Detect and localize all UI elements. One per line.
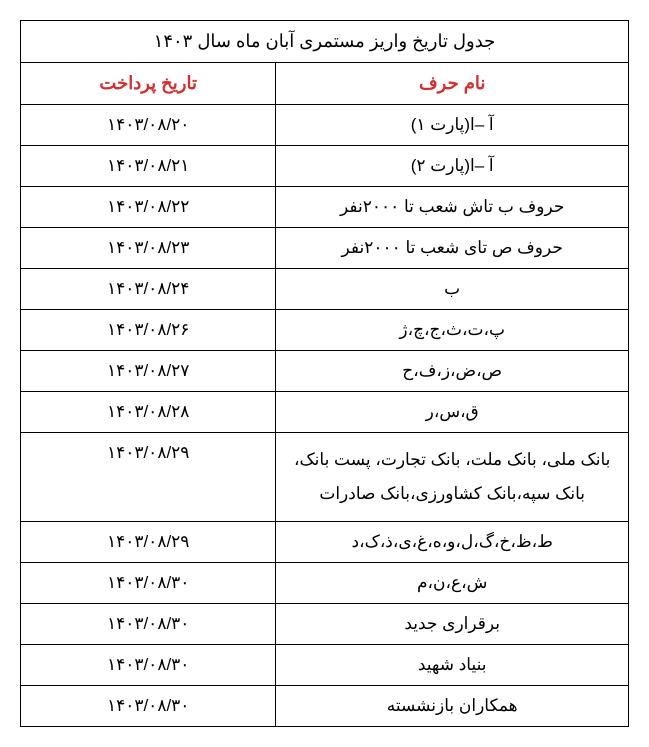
cell-date: ۱۴۰۳/۰۸/۲۱ xyxy=(21,146,276,187)
cell-date: ۱۴۰۳/۰۸/۲۹ xyxy=(21,433,276,522)
table-row: ط،ظ،خ،گ،ل،و،ه،غ،ی،ذ،ک،د۱۴۰۳/۰۸/۲۹ xyxy=(21,522,629,563)
cell-name: ق،س،ر xyxy=(276,392,629,433)
cell-date: ۱۴۰۳/۰۸/۲۰ xyxy=(21,105,276,146)
cell-name: بانک ملی، بانک ملت، بانک تجارت، پست بانک… xyxy=(276,433,629,522)
cell-name: آ –ا(پارت ۲) xyxy=(276,146,629,187)
header-name: نام حرف xyxy=(276,63,629,105)
table-row: آ –ا(پارت ۱)۱۴۰۳/۰۸/۲۰ xyxy=(21,105,629,146)
table-title: جدول تاریخ واریز مستمری آبان ماه سال ۱۴۰… xyxy=(21,21,629,63)
cell-name: حروف ب تاش شعب تا ۲۰۰۰نفر xyxy=(276,187,629,228)
table-row: بنیاد شهید۱۴۰۳/۰۸/۳۰ xyxy=(21,645,629,686)
cell-date: ۱۴۰۳/۰۸/۲۴ xyxy=(21,269,276,310)
cell-name: ش،ع،ن،م xyxy=(276,563,629,604)
cell-date: ۱۴۰۳/۰۸/۳۰ xyxy=(21,563,276,604)
cell-date: ۱۴۰۳/۰۸/۲۶ xyxy=(21,310,276,351)
cell-name: ب xyxy=(276,269,629,310)
table-row: ق،س،ر۱۴۰۳/۰۸/۲۸ xyxy=(21,392,629,433)
cell-date: ۱۴۰۳/۰۸/۳۰ xyxy=(21,686,276,727)
cell-name: آ –ا(پارت ۱) xyxy=(276,105,629,146)
cell-date: ۱۴۰۳/۰۸/۲۹ xyxy=(21,522,276,563)
cell-date: ۱۴۰۳/۰۸/۲۸ xyxy=(21,392,276,433)
table-row: ب۱۴۰۳/۰۸/۲۴ xyxy=(21,269,629,310)
cell-name: همکاران بازنشسته xyxy=(276,686,629,727)
header-date: تاریخ پرداخت xyxy=(21,63,276,105)
table-row: بانک ملی، بانک ملت، بانک تجارت، پست بانک… xyxy=(21,433,629,522)
table-row: همکاران بازنشسته۱۴۰۳/۰۸/۳۰ xyxy=(21,686,629,727)
cell-name: بنیاد شهید xyxy=(276,645,629,686)
cell-name: ص،ض،ز،ف،ح xyxy=(276,351,629,392)
cell-date: ۱۴۰۳/۰۸/۳۰ xyxy=(21,645,276,686)
table-row: حروف ص تای شعب تا ۲۰۰۰نفر۱۴۰۳/۰۸/۲۳ xyxy=(21,228,629,269)
cell-date: ۱۴۰۳/۰۸/۲۷ xyxy=(21,351,276,392)
table-row: آ –ا(پارت ۲)۱۴۰۳/۰۸/۲۱ xyxy=(21,146,629,187)
cell-date: ۱۴۰۳/۰۸/۲۳ xyxy=(21,228,276,269)
table-row: ص،ض،ز،ف،ح۱۴۰۳/۰۸/۲۷ xyxy=(21,351,629,392)
cell-name: ط،ظ،خ،گ،ل،و،ه،غ،ی،ذ،ک،د xyxy=(276,522,629,563)
cell-name: حروف ص تای شعب تا ۲۰۰۰نفر xyxy=(276,228,629,269)
pension-schedule-table: جدول تاریخ واریز مستمری آبان ماه سال ۱۴۰… xyxy=(20,20,629,727)
table-row: برقراری جدید۱۴۰۳/۰۸/۳۰ xyxy=(21,604,629,645)
cell-date: ۱۴۰۳/۰۸/۳۰ xyxy=(21,604,276,645)
table-row: ش،ع،ن،م۱۴۰۳/۰۸/۳۰ xyxy=(21,563,629,604)
cell-date: ۱۴۰۳/۰۸/۲۲ xyxy=(21,187,276,228)
table-body: آ –ا(پارت ۱)۱۴۰۳/۰۸/۲۰آ –ا(پارت ۲)۱۴۰۳/۰… xyxy=(21,105,629,727)
table-row: حروف ب تاش شعب تا ۲۰۰۰نفر۱۴۰۳/۰۸/۲۲ xyxy=(21,187,629,228)
cell-name: پ،ت،ث،ج،چ،ژ xyxy=(276,310,629,351)
cell-name: برقراری جدید xyxy=(276,604,629,645)
table-row: پ،ت،ث،ج،چ،ژ۱۴۰۳/۰۸/۲۶ xyxy=(21,310,629,351)
